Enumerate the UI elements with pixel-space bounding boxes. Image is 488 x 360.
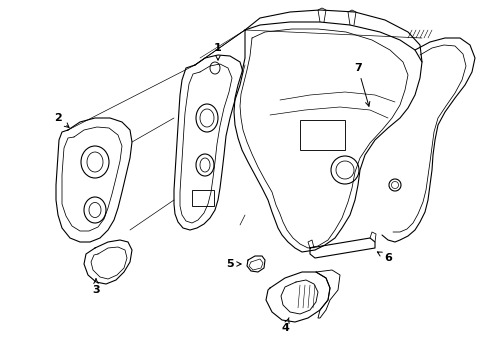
Text: 7: 7 <box>353 63 369 106</box>
Text: 3: 3 <box>92 279 100 295</box>
Text: 6: 6 <box>377 252 391 263</box>
Text: 1: 1 <box>214 43 222 60</box>
Bar <box>299 120 345 150</box>
Bar <box>192 190 214 206</box>
Text: 2: 2 <box>54 113 69 127</box>
Text: 4: 4 <box>281 318 288 333</box>
Text: 5: 5 <box>226 259 241 269</box>
